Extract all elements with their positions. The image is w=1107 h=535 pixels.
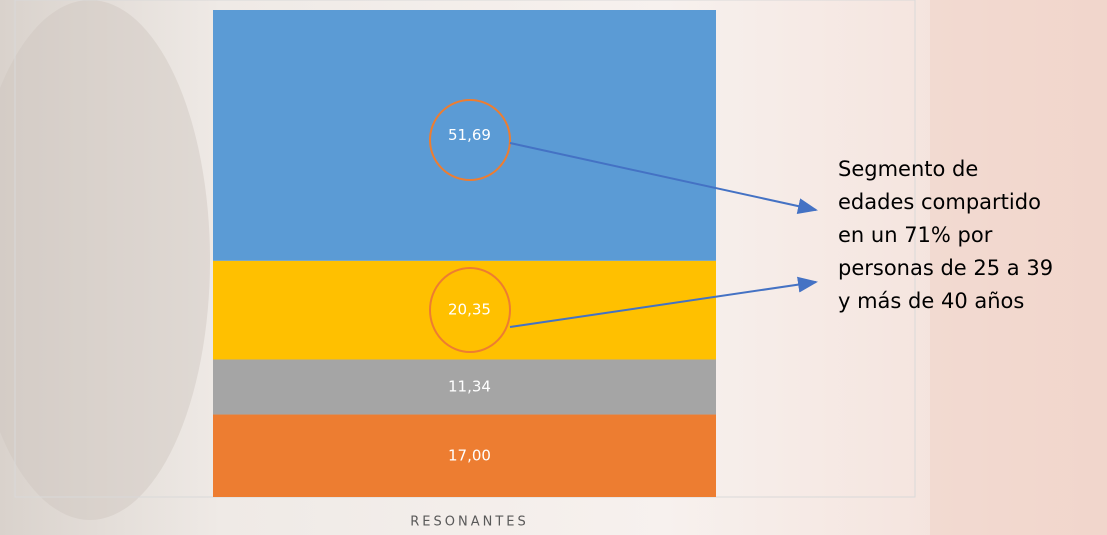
bar-segment (213, 260, 716, 360)
x-tick-label: RESONANTES (410, 515, 528, 530)
bar-segment (213, 414, 716, 497)
arrow (509, 276, 818, 328)
highlight-circle (429, 267, 511, 353)
annotation-line: personas de 25 a 39 (838, 256, 1053, 280)
annotation-line: en un 71% por (838, 223, 993, 247)
annotation: Segmento de edades compartido en un 71% po… (838, 157, 1053, 313)
data-label: 17,00 (448, 446, 491, 464)
arrow (509, 142, 818, 214)
data-label: 20,35 (448, 301, 491, 319)
highlight-circle (429, 99, 511, 181)
annotation-line: Segmento de (838, 157, 978, 181)
bar-segment (213, 10, 716, 261)
data-label: 51,69 (448, 126, 491, 144)
bar-segment (213, 359, 716, 415)
background-photo (930, 0, 1107, 535)
annotation-line: y más de 40 años (838, 289, 1024, 313)
annotation-line: edades compartido (838, 190, 1041, 214)
data-label: 11,34 (448, 378, 491, 396)
background-photo (0, 0, 210, 520)
